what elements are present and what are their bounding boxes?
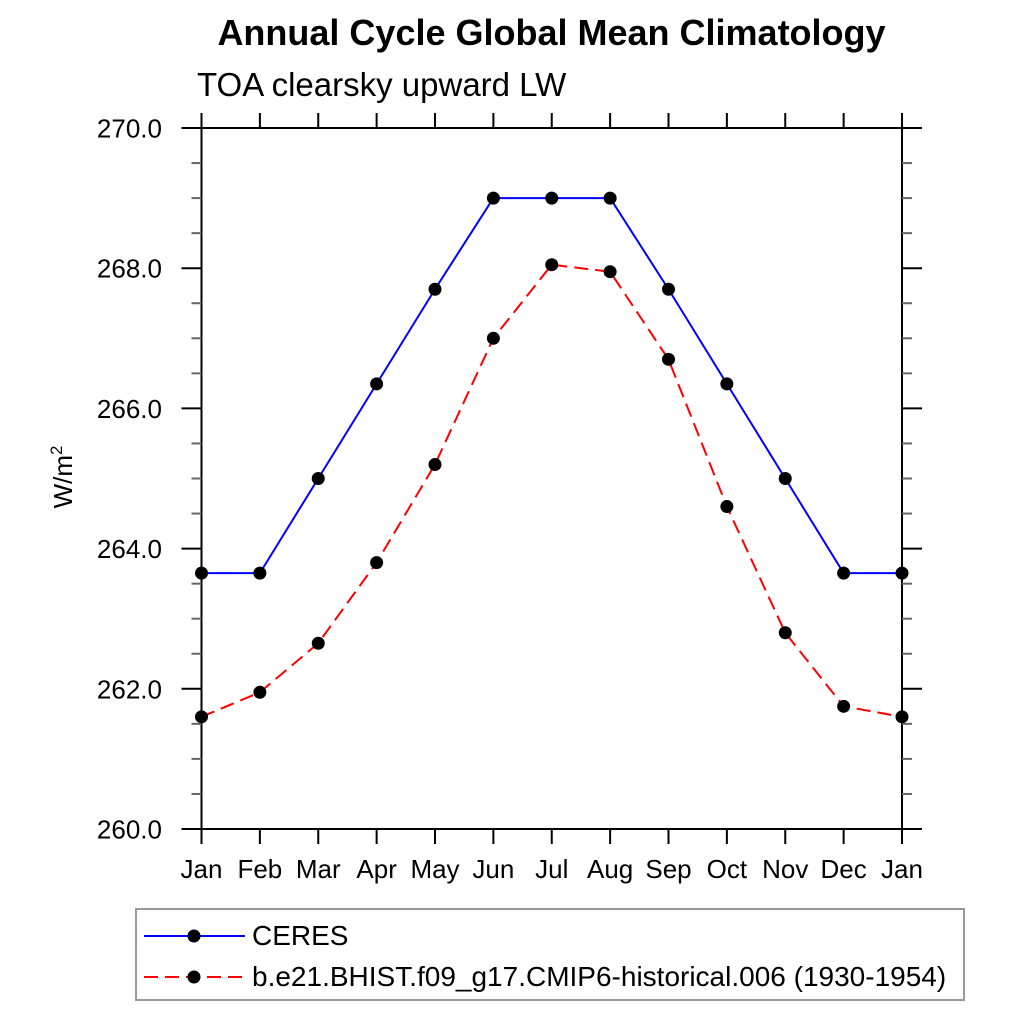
legend-label-model: b.e21.BHIST.f09_g17.CMIP6-historical.006… — [252, 961, 947, 992]
series-0-marker — [253, 566, 267, 580]
y-tick-label: 270.0 — [97, 114, 162, 144]
series-1-marker — [545, 258, 559, 272]
x-tick-label: Jul — [535, 854, 568, 884]
series-1-marker — [778, 626, 792, 640]
series-line-1 — [201, 263, 903, 718]
series-0-marker — [486, 191, 500, 205]
series-1-marker — [253, 685, 267, 699]
legend-item-model: b.e21.BHIST.f09_g17.CMIP6-historical.006… — [142, 958, 946, 996]
series-0-marker — [778, 472, 792, 485]
y-tick-label: 268.0 — [97, 254, 162, 284]
series-1-marker — [428, 457, 442, 471]
chart-title: Annual Cycle Global Mean Climatology — [217, 12, 886, 53]
series-1-marker — [370, 556, 384, 570]
legend-item-ceres: CERES — [142, 917, 348, 955]
y-tick-label: 260.0 — [97, 815, 162, 845]
series-0-marker — [428, 282, 442, 296]
series-1-marker — [311, 636, 325, 650]
series-1-marker — [837, 699, 851, 713]
x-tick-label: Aug — [587, 854, 633, 884]
series-1-marker — [195, 710, 208, 724]
series-0-marker — [603, 191, 617, 205]
series-0-marker — [837, 566, 851, 580]
series-0-marker — [311, 472, 325, 485]
series-1-marker — [603, 265, 617, 279]
series-0-marker — [545, 191, 559, 205]
series-1-marker — [662, 352, 675, 366]
chart-subtitle: TOA clearsky upward LW — [197, 66, 567, 103]
y-tick-label: 266.0 — [97, 394, 162, 424]
x-tick-label: Feb — [237, 854, 282, 884]
x-tick-label: Oct — [707, 854, 748, 884]
series-line-0 — [201, 197, 902, 575]
legend-label-ceres: CERES — [252, 920, 349, 951]
series-1-marker — [486, 331, 500, 345]
x-tick-label: Nov — [762, 854, 808, 884]
series-0-marker — [662, 282, 675, 296]
legend-swatch-solid-line-icon — [144, 929, 245, 943]
plot-frame — [200, 127, 903, 830]
y-tick-label: 262.0 — [97, 674, 162, 704]
series-0-marker — [370, 377, 384, 391]
x-tick-label: Jun — [472, 854, 514, 884]
x-tick-label: Mar — [296, 854, 341, 884]
x-tick-label: May — [410, 854, 459, 884]
series-1-marker — [895, 710, 909, 724]
x-tick-label: Dec — [821, 854, 867, 884]
series-1-marker — [720, 500, 734, 514]
y-tick-label: 264.0 — [97, 534, 162, 564]
x-tick-label: Sep — [645, 854, 691, 884]
series-0-marker — [895, 566, 909, 580]
x-tick-label: Jan — [181, 854, 223, 884]
x-tick-label: Jan — [881, 854, 923, 884]
series-0-marker — [195, 566, 208, 580]
series-0-marker — [720, 377, 734, 391]
legend-swatch-dashed-line-icon — [144, 970, 245, 984]
x-tick-label: Apr — [356, 854, 397, 884]
legend: CERES b.e21.BHIST.f09_g17.CMIP6-historic… — [135, 908, 965, 1001]
